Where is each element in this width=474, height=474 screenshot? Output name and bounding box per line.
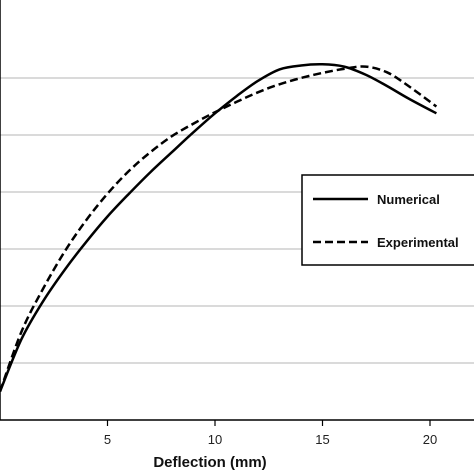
x-tick-label-20: 20 [423,432,437,447]
x-tick-label-5: 5 [104,432,111,447]
x-tick-label-10: 10 [208,432,222,447]
x-axis-title: Deflection (mm) [153,454,266,471]
legend-label-numerical: Numerical [377,192,440,207]
legend-box [301,174,474,266]
x-ticks: 5 10 15 20 [104,420,437,447]
legend-label-experimental: Experimental [377,235,459,250]
legend: Numerical Experimental [301,174,474,266]
x-tick-label-15: 15 [315,432,329,447]
axes [0,0,474,421]
series-line-experimental [0,65,438,392]
series-layer [0,63,438,392]
